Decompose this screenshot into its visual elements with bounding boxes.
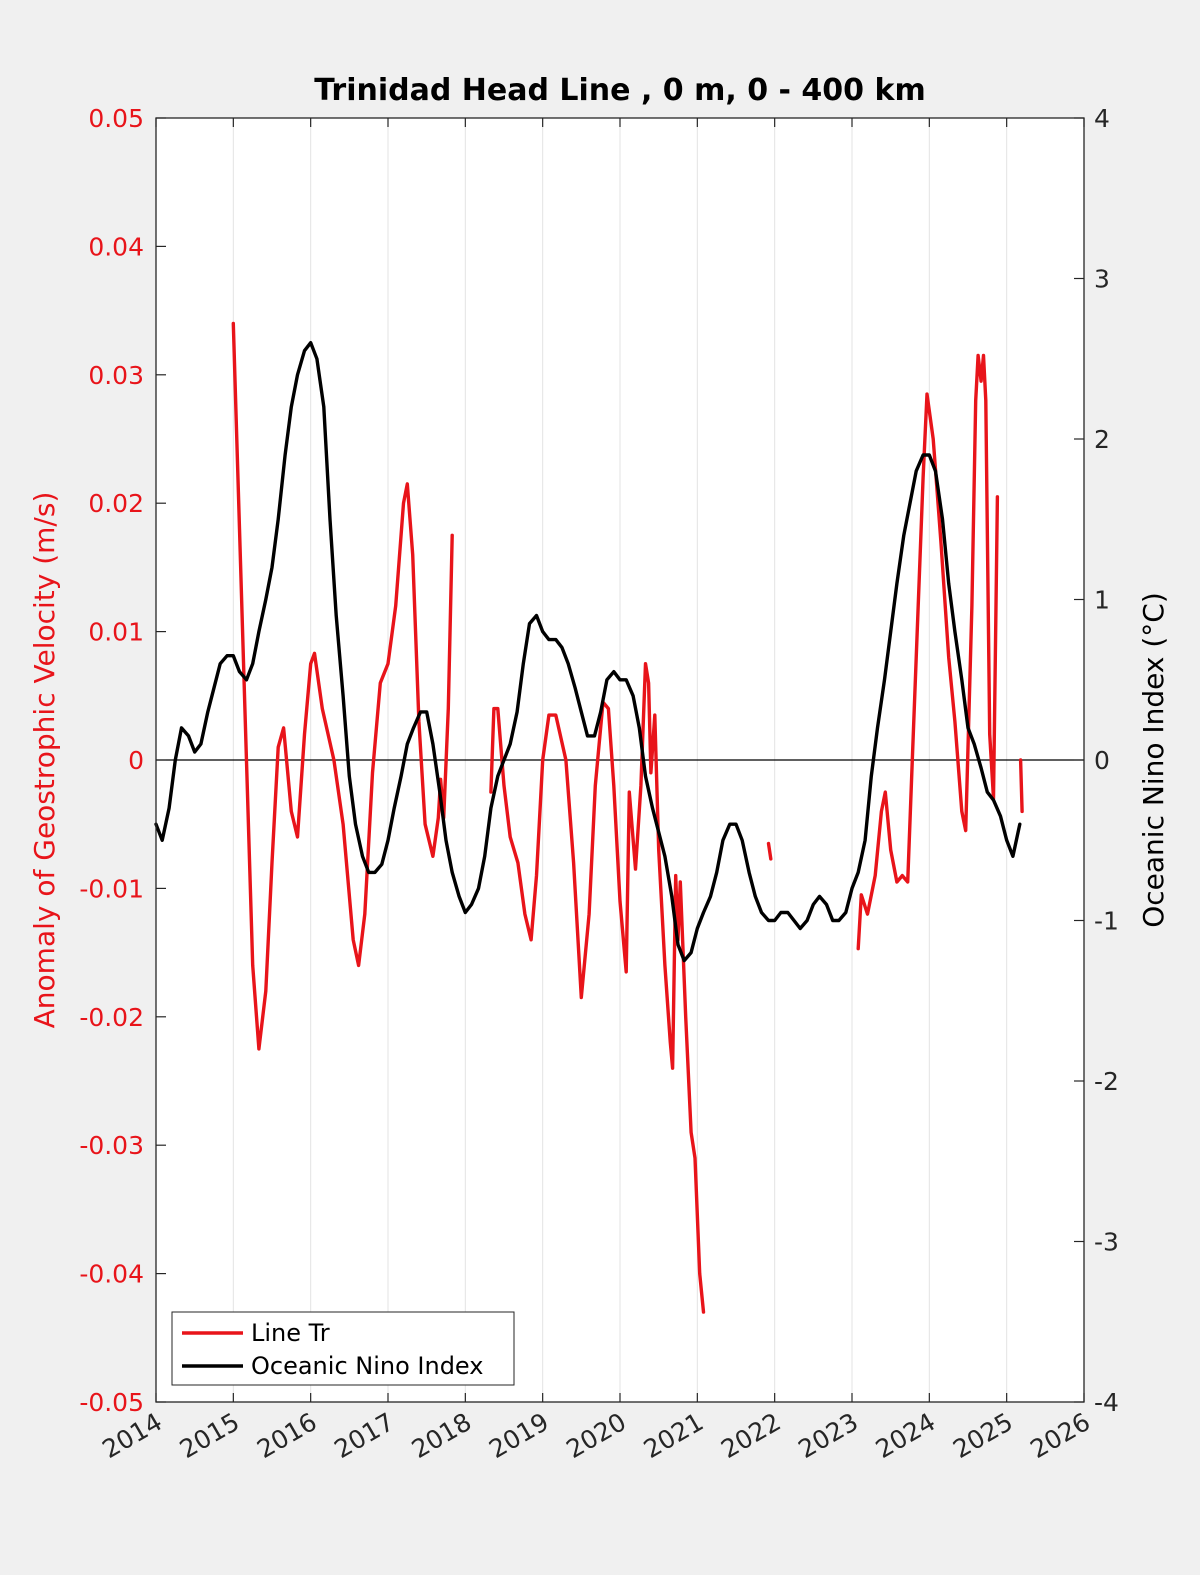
- series-line-tr: [1018, 758, 1024, 814]
- y-left-tick-label: 0.05: [88, 104, 144, 133]
- y-left-tick-label: 0.01: [88, 618, 144, 647]
- legend-box: [171, 1311, 515, 1386]
- series-oni: [154, 341, 1022, 963]
- legend-label-line-tr: Line Tr: [251, 1319, 330, 1347]
- y-axis-left-title: Anomaly of Geostrophic Velocity (m/s): [28, 492, 61, 1029]
- y-right-tick-label: -1: [1094, 907, 1119, 936]
- y-right-tick-label: -3: [1094, 1228, 1119, 1257]
- chart-title: Trinidad Head Line , 0 m, 0 - 400 km: [314, 73, 925, 108]
- y-left-tick-label: 0.03: [88, 361, 144, 390]
- y-left-tick-label: -0.03: [79, 1131, 144, 1160]
- series-layer: [154, 321, 1024, 1314]
- y-right-tick-label: 4: [1094, 104, 1110, 133]
- series-line-tr: [489, 662, 706, 1314]
- legend-label-oni: Oceanic Nino Index: [251, 1352, 483, 1380]
- y-left-tick-label: -0.02: [79, 1003, 144, 1032]
- y-left-tick-label: 0.04: [88, 232, 144, 261]
- y-right-tick-label: 2: [1094, 425, 1110, 454]
- series-line-tr: [856, 353, 1000, 951]
- y-right-tick-label: 0: [1094, 746, 1110, 775]
- y-right-tick-label: 3: [1094, 265, 1110, 294]
- y-right-tick-label: -2: [1094, 1067, 1119, 1096]
- y-left-tick-label: 0: [128, 746, 144, 775]
- y-right-tick-label: 1: [1094, 586, 1110, 615]
- series-line-tr: [766, 841, 773, 861]
- series-line-tr: [231, 321, 454, 1051]
- y-left-tick-label: -0.05: [79, 1388, 144, 1417]
- y-left-tick-label: 0.02: [88, 489, 144, 518]
- y-axis-right-title: Oceanic Nino Index (°C): [1137, 592, 1170, 928]
- y-right-tick-label: -4: [1094, 1388, 1119, 1417]
- y-left-tick-label: -0.01: [79, 874, 144, 903]
- legend: Line Tr Oceanic Nino Index: [171, 1311, 515, 1386]
- y-left-tick-label: -0.04: [79, 1260, 144, 1289]
